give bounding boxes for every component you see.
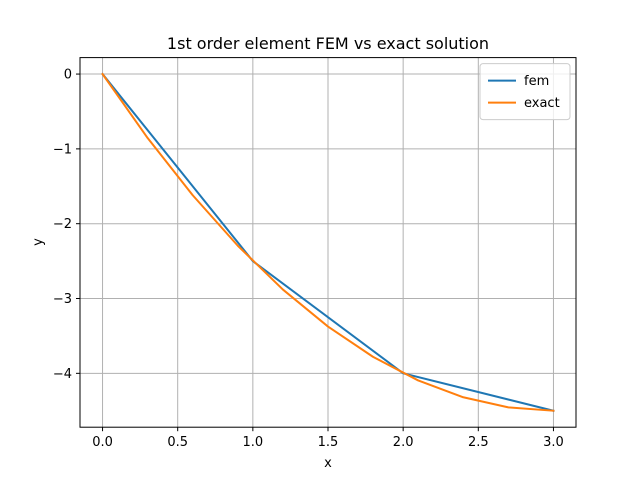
- y-tick-label: −4: [53, 367, 72, 382]
- x-tick-label: 2.5: [468, 435, 489, 450]
- series-line-exact: [101, 72, 555, 412]
- x-tick-label: 1.0: [243, 435, 264, 450]
- y-tick-label: −1: [53, 142, 72, 157]
- legend-box: [479, 63, 571, 121]
- chart-title: 1st order element FEM vs exact solution: [167, 34, 489, 53]
- legend: fem exact: [479, 63, 571, 121]
- x-tick-label: 0.0: [92, 435, 113, 450]
- y-tick-label: 0: [64, 68, 72, 83]
- y-tick-label: −2: [53, 217, 72, 232]
- legend-label-exact: exact: [524, 96, 560, 111]
- series-line-fem: [101, 72, 555, 412]
- axis-ticks: 0.0 0.5 1.0 1.5 2.0 2.5 3.0 0 −1 −2 −3 −4: [53, 68, 564, 451]
- x-tick-label: 3.0: [543, 435, 564, 450]
- y-axis-label: y: [31, 238, 46, 246]
- x-tick-label: 2.0: [393, 435, 414, 450]
- y-tick-label: −3: [53, 292, 72, 307]
- x-tick-label: 0.5: [167, 435, 188, 450]
- legend-label-fem: fem: [524, 74, 549, 89]
- series-layer: [101, 72, 555, 412]
- x-tick-label: 1.5: [318, 435, 339, 450]
- x-axis-label: x: [324, 456, 332, 471]
